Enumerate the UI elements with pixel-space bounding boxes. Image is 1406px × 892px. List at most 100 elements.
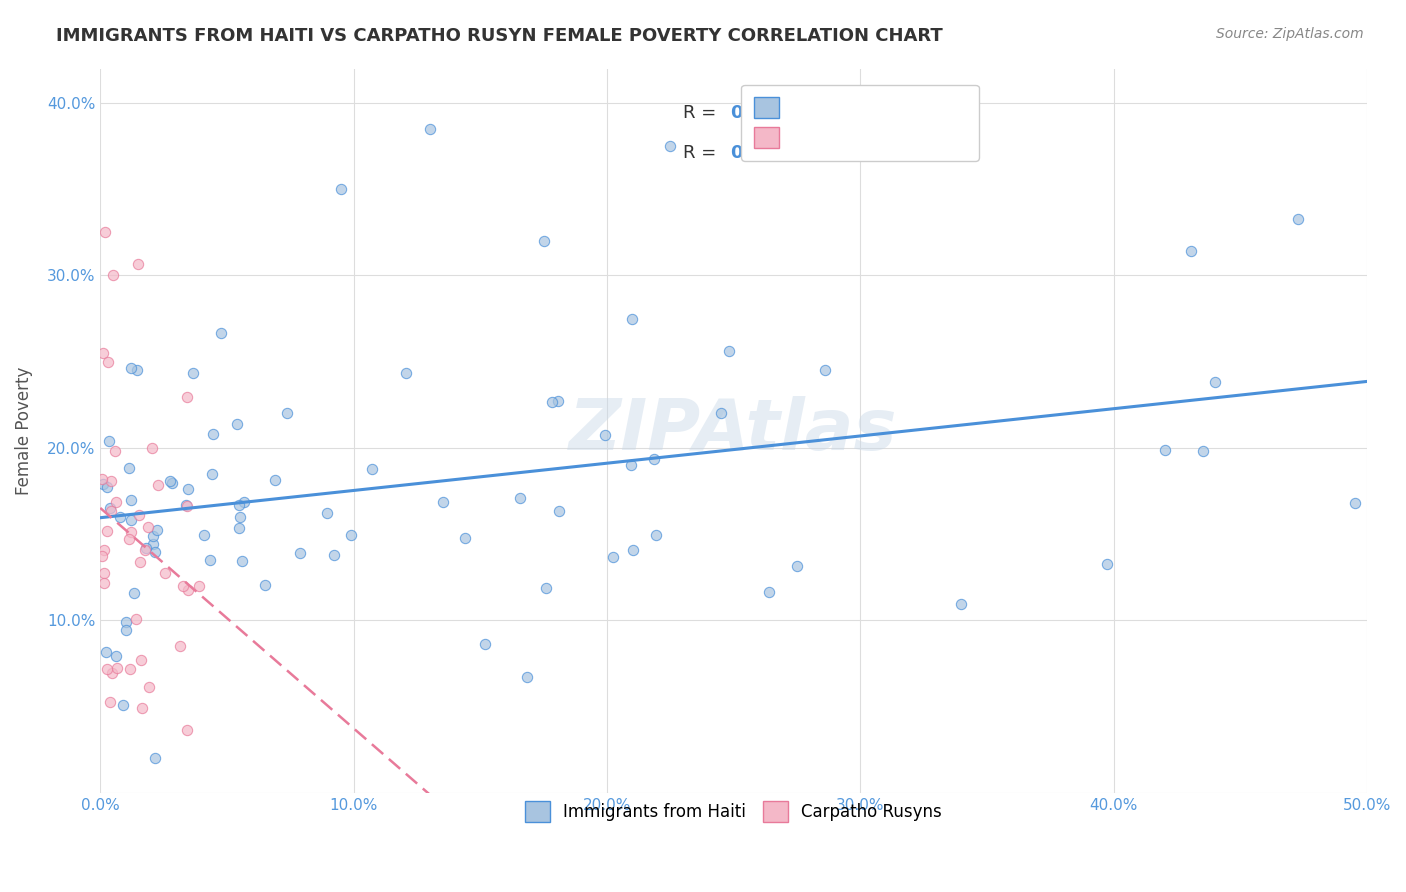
Text: N =: N = (790, 145, 842, 162)
Point (120, 662, 142, 676)
Point (177, 482, 200, 496)
Point (160, 475, 183, 490)
Point (474, 637, 496, 651)
Point (131, 700, 153, 714)
Point (93, 543, 115, 558)
Point (231, 553, 253, 567)
Point (93, 476, 115, 491)
Point (94, 645, 117, 659)
Point (122, 586, 145, 600)
Point (128, 508, 150, 523)
Point (547, 504, 569, 518)
Point (176, 500, 198, 514)
Point (100, 501, 122, 516)
Text: ZIPAtlas: ZIPAtlas (569, 396, 898, 465)
Point (1095, 557, 1118, 571)
Point (135, 541, 157, 556)
Point (145, 751, 167, 765)
Point (118, 533, 141, 547)
Point (176, 723, 198, 737)
Point (718, 343, 741, 358)
Point (146, 478, 169, 492)
Point (169, 639, 191, 653)
Point (454, 531, 477, 545)
Point (329, 182, 352, 196)
Point (201, 467, 224, 481)
Point (509, 491, 531, 506)
Point (814, 363, 837, 377)
Point (758, 585, 780, 599)
Point (340, 528, 363, 542)
Point (104, 444, 127, 458)
Point (198, 553, 221, 567)
Point (90, 472, 112, 486)
Point (1204, 375, 1226, 389)
Point (541, 394, 564, 409)
Text: 0.071: 0.071 (730, 145, 786, 162)
Point (125, 612, 148, 626)
Point (228, 521, 250, 535)
Point (360, 462, 382, 476)
Point (177, 582, 200, 597)
Point (120, 524, 142, 539)
Point (290, 546, 312, 560)
Point (115, 615, 138, 629)
Point (533, 234, 555, 248)
Point (1344, 496, 1367, 510)
Text: R =: R = (683, 104, 721, 122)
Point (602, 549, 624, 564)
Point (101, 268, 124, 283)
Point (225, 417, 247, 431)
Point (115, 624, 138, 638)
Point (104, 649, 127, 664)
Point (96, 662, 118, 676)
Point (108, 509, 131, 524)
Point (229, 510, 252, 524)
Point (645, 528, 668, 542)
Point (547, 393, 569, 408)
Point (1180, 244, 1202, 258)
Point (136, 520, 159, 534)
Point (276, 406, 298, 420)
Point (202, 427, 225, 442)
Point (395, 366, 418, 380)
Point (593, 427, 616, 442)
Text: R =: R = (683, 145, 721, 162)
Point (264, 474, 287, 488)
Point (96, 480, 118, 494)
Point (142, 536, 165, 550)
Point (104, 495, 127, 509)
Point (127, 257, 149, 271)
Point (94, 225, 117, 239)
Point (125, 363, 148, 377)
Point (950, 597, 973, 611)
Point (254, 578, 277, 592)
Point (100, 474, 122, 488)
Point (1192, 444, 1215, 458)
Point (129, 652, 152, 666)
Point (105, 661, 128, 675)
Point (233, 494, 256, 508)
Point (159, 474, 181, 488)
Point (138, 680, 160, 694)
Text: 80: 80 (851, 104, 876, 122)
Text: 40: 40 (851, 145, 876, 162)
Text: IMMIGRANTS FROM HAITI VS CARPATHO RUSYN FEMALE POVERTY CORRELATION CHART: IMMIGRANTS FROM HAITI VS CARPATHO RUSYN … (56, 27, 943, 45)
Point (786, 559, 808, 574)
Point (181, 366, 204, 380)
Point (621, 311, 644, 326)
Point (146, 524, 169, 538)
Point (323, 548, 346, 562)
Point (100, 665, 122, 680)
Point (96, 524, 118, 538)
Point (120, 361, 142, 376)
Point (620, 458, 643, 472)
Point (141, 441, 163, 455)
Point (98, 434, 121, 448)
Point (153, 566, 176, 580)
Point (174, 498, 197, 512)
Point (516, 670, 538, 684)
Point (129, 555, 152, 569)
Point (187, 579, 209, 593)
Text: N =: N = (790, 104, 842, 122)
